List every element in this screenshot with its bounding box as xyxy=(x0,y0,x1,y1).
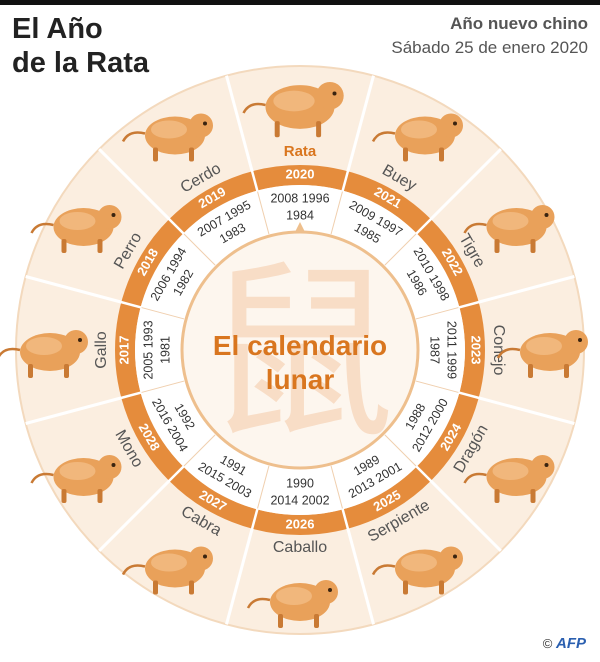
years-outer-caballo: 2014 2002 xyxy=(270,493,329,507)
tiger-icon xyxy=(463,205,555,253)
band-tick xyxy=(167,465,185,483)
rat-icon xyxy=(242,82,344,138)
top-bar xyxy=(0,0,600,5)
band-tick xyxy=(120,391,142,400)
sector-divider xyxy=(346,528,375,625)
inner-divider xyxy=(330,465,343,509)
center-title-line-1: El calendario xyxy=(213,330,387,361)
inner-divider xyxy=(415,380,459,393)
years-outer-conejo: 2011 1999 xyxy=(445,321,459,379)
center-title-line-2: lunar xyxy=(266,364,335,395)
sector-dividers xyxy=(25,75,575,625)
year-label-gallo: 2017 xyxy=(116,336,131,365)
years-inner-caballo: 1990 xyxy=(286,476,314,490)
inner-divider xyxy=(183,233,216,266)
ox-icon xyxy=(371,113,463,162)
sector-divider xyxy=(429,148,502,221)
inner-divider xyxy=(415,307,459,320)
subtitle-event: Año nuevo chino xyxy=(450,14,588,33)
year-label-rata: 2020 xyxy=(286,166,315,181)
years-outer-rata: 2008 1996 xyxy=(270,191,329,205)
sector-divider xyxy=(225,528,254,625)
dragon-icon xyxy=(463,455,555,503)
sector-divider xyxy=(225,75,254,172)
band-tick xyxy=(415,217,433,235)
sign-name-caballo: Caballo xyxy=(273,539,327,556)
band-tick xyxy=(250,508,259,530)
sign-name-rata: Rata xyxy=(284,143,317,160)
inner-divider xyxy=(330,191,343,235)
sign-name-gallo: Gallo xyxy=(93,331,110,368)
subtitle-date: Sábado 25 de enero 2020 xyxy=(391,38,588,57)
inner-divider xyxy=(257,465,270,509)
watermark-character: 鼠 xyxy=(205,244,395,465)
band-tick xyxy=(341,170,350,192)
years-inner-conejo: 1987 xyxy=(428,336,442,364)
afp-logo: AFP xyxy=(556,635,586,652)
inner-dividers xyxy=(141,191,459,509)
sector-divider xyxy=(25,275,122,304)
band-ticks xyxy=(120,170,480,530)
pointer-marker xyxy=(295,222,305,232)
monkey-icon xyxy=(30,455,122,503)
band-tick xyxy=(415,465,433,483)
animal-illustrations xyxy=(0,82,588,628)
inner-divider xyxy=(384,233,417,266)
inner-divider xyxy=(141,307,185,320)
page-title: El Año de la Rata xyxy=(12,12,149,80)
year-label-caballo: 2026 xyxy=(286,516,315,531)
snake-icon xyxy=(371,546,463,595)
year-band xyxy=(115,165,485,535)
sector-divider xyxy=(98,148,171,221)
sign-name-conejo: Conejo xyxy=(490,325,507,376)
sector-divider xyxy=(98,479,171,552)
band-tick xyxy=(250,170,259,192)
rooster-icon xyxy=(0,330,88,378)
inner-divider xyxy=(141,380,185,393)
title-line-1: El Año xyxy=(12,13,103,45)
title-line-2: de la Rata xyxy=(12,47,149,79)
inner-divider xyxy=(384,434,417,467)
years-inner-rata: 1984 xyxy=(286,208,314,222)
inner-divider xyxy=(183,434,216,467)
copyright-symbol: © xyxy=(542,636,553,651)
sector-divider xyxy=(478,275,575,304)
sector-divider xyxy=(429,479,502,552)
band-tick xyxy=(341,508,350,530)
inner-divider xyxy=(257,191,270,235)
sector-divider xyxy=(25,396,122,425)
goat-icon xyxy=(121,546,213,595)
years-inner-gallo: 1981 xyxy=(158,336,172,364)
years-outer-gallo: 2005 1993 xyxy=(141,320,155,379)
band-tick xyxy=(458,300,480,309)
sector-divider xyxy=(478,396,575,425)
credit: © AFP xyxy=(543,635,586,652)
pig-icon xyxy=(121,113,213,162)
band-tick xyxy=(458,391,480,400)
band-tick xyxy=(120,300,142,309)
rabbit-icon xyxy=(496,330,588,378)
horse-icon xyxy=(246,580,338,628)
band-tick xyxy=(167,217,185,235)
year-label-conejo: 2023 xyxy=(469,336,484,365)
dog-icon xyxy=(30,205,122,253)
subtitle: Año nuevo chino Sábado 25 de enero 2020 xyxy=(391,12,588,60)
sector-divider xyxy=(346,75,375,172)
